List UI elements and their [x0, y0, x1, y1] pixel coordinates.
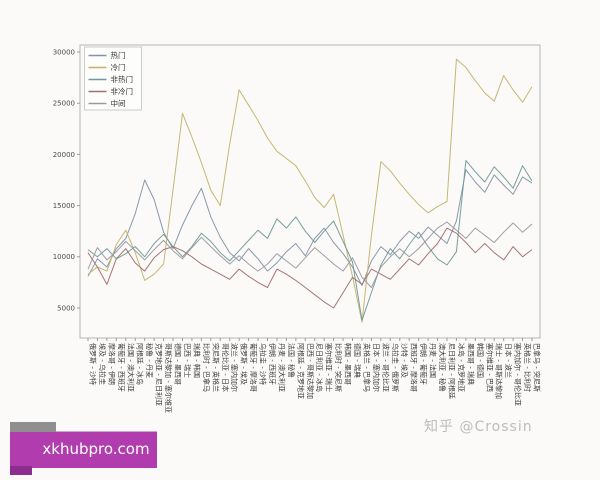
x-tick-label: 比利时 - 巴拿马 — [202, 343, 211, 392]
x-tick-label: 乌拉圭 - 俄罗斯 — [391, 343, 400, 392]
plot-area — [79, 44, 541, 339]
x-tick-label: 巴西 - 哥斯达黎加 — [306, 343, 315, 399]
x-tick-label: 法国 - 秘鲁 — [287, 343, 296, 378]
banner-gray-block — [10, 422, 56, 434]
legend-label: 中间 — [111, 98, 126, 108]
x-tick-label: 塞尔维亚 - 巴西 — [485, 343, 494, 392]
x-tick-label: 塞尔维亚 - 瑞士 — [325, 343, 334, 392]
x-tick-label: 伊朗 - 西班牙 — [268, 343, 277, 385]
legend-label: 非热门 — [111, 74, 134, 84]
x-tick-label: 葡萄牙 - 西班牙 — [117, 343, 126, 392]
x-tick-label: 英格兰 - 巴拿马 — [362, 343, 371, 392]
x-tick-label: 德国 - 瑞典 — [353, 343, 362, 378]
series-line-非热门 — [87, 160, 533, 321]
legend-box — [84, 46, 142, 111]
x-tick-label: 西班牙 - 摩洛哥 — [410, 343, 419, 392]
x-tick-label: 韩国 - 德国 — [476, 343, 485, 378]
x-tick-label: 比利时 - 突尼斯 — [334, 343, 343, 392]
series-line-热门 — [87, 169, 533, 286]
x-tick-label: 瑞士 - 哥斯达黎加 — [495, 343, 504, 399]
x-tick-label: 埃及 - 乌拉圭 — [98, 343, 107, 385]
x-tick-label: 英格兰 - 比利时 — [523, 343, 532, 392]
x-tick-label: 瑞典 - 韩国 — [192, 343, 201, 378]
x-tick-label: 韩国 - 墨西哥 — [344, 343, 353, 385]
x-tick-label: 日本 - 塞内加尔 — [372, 343, 381, 392]
x-tick-label: 丹麦 - 澳大利亚 — [277, 343, 286, 392]
x-tick-label: 巴西 - 瑞士 — [183, 343, 192, 378]
x-tick-label: 澳大利亚 - 秘鲁 — [438, 343, 447, 392]
x-tick-label: 日本 - 波兰 — [504, 343, 513, 378]
x-tick-label: 哥伦比亚 - 日本 — [221, 343, 230, 392]
series-line-冷门 — [87, 58, 533, 323]
banner-dark-block — [10, 466, 32, 475]
y-tick-label: 10000 — [53, 253, 75, 261]
x-tick-label: 墨西哥 - 瑞典 — [466, 343, 475, 385]
x-tick-label: 冰岛 - 克罗地亚 — [457, 343, 466, 392]
zhihu-watermark: 知乎 @Crossin — [424, 419, 533, 435]
site-watermark-text: xkhubpro.com — [42, 440, 150, 458]
banner-main-block — [10, 432, 157, 468]
x-tick-label: 尼日利亚 - 阿根廷 — [447, 343, 456, 399]
x-tick-label: 沙特 - 埃及 — [400, 343, 409, 378]
x-tick-label: 阿根廷 - 克罗地亚 — [296, 343, 305, 399]
x-tick-label: 秘鲁 - 丹麦 — [145, 343, 154, 378]
x-tick-label: 乌拉圭 - 沙特 — [259, 343, 268, 385]
legend-label: 冷门 — [111, 62, 126, 72]
x-tick-label: 伊朗 - 葡萄牙 — [419, 343, 428, 385]
site-watermark-banner: xkhubpro.com — [0, 420, 180, 480]
x-tick-label: 尼日利亚 - 冰岛 — [315, 343, 324, 392]
x-tick-label: 波兰 - 塞内加尔 — [230, 343, 239, 392]
x-tick-label: 突尼斯 - 英格兰 — [211, 343, 220, 392]
legend-label: 热门 — [111, 50, 126, 60]
x-tick-label: 丹麦 - 法国 — [429, 343, 438, 378]
x-tick-label: 克罗地亚 - 尼日利亚 — [155, 343, 164, 406]
y-tick-label: 5000 — [57, 304, 75, 312]
x-tick-label: 俄罗斯 - 埃及 — [240, 343, 249, 385]
x-tick-label: 阿根廷 - 冰岛 — [136, 343, 145, 385]
legend-label: 非冷门 — [111, 86, 134, 96]
x-tick-label: 摩洛哥 - 伊朗 — [107, 343, 116, 385]
series-line-中间 — [87, 221, 533, 288]
x-tick-label: 葡萄牙 - 摩洛哥 — [249, 343, 258, 392]
x-tick-label: 德国 - 墨西哥 — [174, 343, 183, 385]
y-tick-label: 20000 — [53, 151, 75, 159]
x-tick-label: 塞内加尔 - 哥伦比亚 — [514, 343, 523, 406]
x-tick-label: 哥斯达黎加 - 塞尔维亚 — [164, 343, 173, 413]
series-line-非冷门 — [87, 227, 533, 309]
x-tick-label: 法国 - 澳大利亚 — [126, 343, 135, 392]
x-tick-label: 俄罗斯 - 沙特 — [89, 343, 98, 385]
y-tick-label: 25000 — [53, 100, 75, 108]
x-tick-label: 波兰 - 哥伦比亚 — [381, 343, 390, 392]
y-tick-label: 15000 — [53, 202, 75, 210]
y-tick-label: 30000 — [53, 48, 75, 56]
x-tick-label: 巴拿马 - 突尼斯 — [533, 343, 542, 392]
